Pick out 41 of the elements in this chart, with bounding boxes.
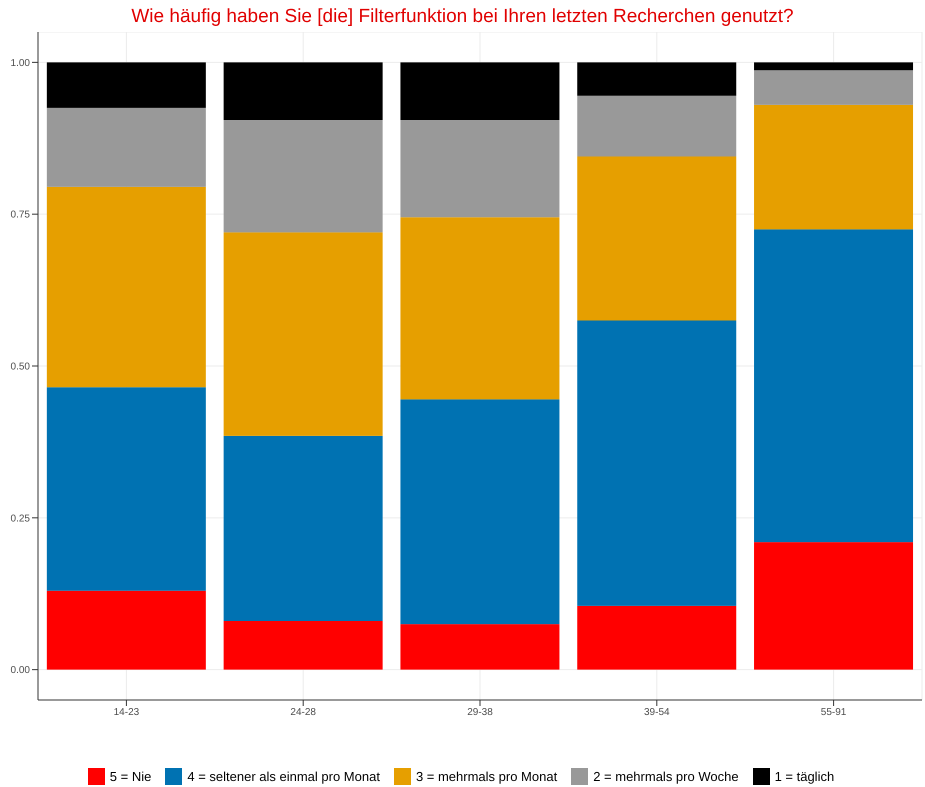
chart-title: Wie häufig haben Sie [die] Filterfunktion bei Ihren letzten Recherchen genutzt?: [130, 6, 795, 29]
x-tick-label: 24-28: [290, 707, 316, 718]
bar: [46, 387, 206, 591]
y-tick-label: 0.00: [10, 665, 30, 676]
bar: [577, 320, 736, 606]
legend-label: 5 = Nie: [110, 769, 152, 784]
bar: [400, 120, 560, 218]
y-tick-label: 0.25: [10, 513, 30, 524]
bar: [754, 542, 914, 670]
bar: [754, 62, 914, 70]
bar: [224, 436, 383, 622]
bar: [577, 156, 736, 320]
bar: [400, 62, 560, 120]
bar: [46, 62, 206, 108]
bar: [224, 621, 383, 670]
x-tick-label: 55-91: [820, 707, 847, 718]
x-tick-label: 14-23: [114, 707, 140, 718]
y-tick-label: 0.50: [10, 362, 30, 373]
y-tick-label: 1.00: [10, 58, 30, 69]
bar: [577, 62, 736, 96]
bar: [46, 590, 206, 670]
bar: [46, 108, 206, 187]
bar: [400, 399, 560, 624]
bar: [754, 229, 914, 542]
legend-label: 1 = täglich: [774, 769, 834, 784]
legend-label: 2 = mehrmals pro Woche: [593, 769, 739, 784]
bar: [224, 62, 383, 120]
y-tick-label: 0.75: [10, 210, 30, 221]
bar: [224, 232, 383, 436]
bar: [577, 96, 736, 156]
x-tick-label: 39-54: [644, 707, 670, 718]
bar: [577, 606, 736, 670]
bar: [400, 624, 560, 670]
bar: [754, 104, 914, 230]
bar: [224, 120, 383, 232]
x-tick-label: 29-38: [467, 707, 494, 718]
legend-label: 4 = seltener als einmal pro Monat: [187, 769, 380, 784]
bar: [46, 186, 206, 388]
bar: [400, 217, 560, 400]
legend-label: 3 = mehrmals pro Monat: [416, 769, 558, 784]
bar: [754, 70, 914, 105]
